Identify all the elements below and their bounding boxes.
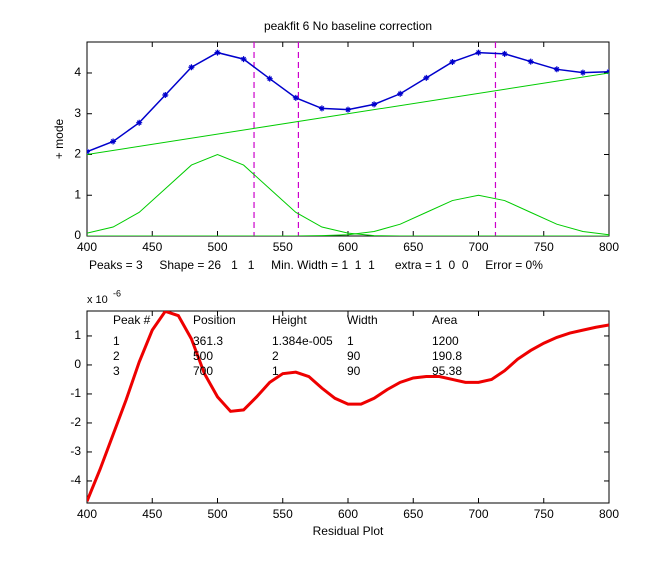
data-point (423, 74, 430, 81)
x-tick-label: 450 (142, 240, 162, 254)
fit-summary: Peaks = 3 Shape = 26 1 1 Min. Width = 1 … (89, 258, 543, 272)
data-point (214, 49, 221, 56)
x-tick-label: 400 (77, 507, 97, 521)
table-header: Height (272, 313, 307, 327)
data-point (240, 56, 247, 63)
table-cell: 361.3 (193, 334, 223, 348)
y-tick-label: 1 (74, 328, 81, 342)
plot-area (86, 41, 610, 237)
y-tick-label: -2 (70, 415, 81, 429)
y-tick-label: 1 (74, 187, 81, 201)
data-point (266, 75, 273, 82)
data-point (449, 58, 456, 65)
plot-area (86, 310, 610, 504)
data-point (110, 138, 117, 145)
table-cell: 1 (113, 334, 120, 348)
table-cell: 500 (193, 349, 213, 363)
table-cell: 95.38 (432, 364, 462, 378)
table-header: Width (347, 313, 378, 327)
y-tick-label: 3 (74, 106, 81, 120)
y-tick-label: 0 (74, 357, 81, 371)
table-cell: 90 (347, 349, 361, 363)
x-tick-label: 600 (338, 240, 358, 254)
data-point (318, 105, 325, 112)
y-axis-label: + mode (52, 118, 66, 159)
y-tick-label: -3 (70, 444, 81, 458)
plot-layer (87, 42, 609, 236)
y-tick-label: -1 (70, 386, 81, 400)
series-line (87, 194, 609, 236)
data-point (136, 119, 143, 126)
table-header: Position (193, 313, 236, 327)
x-tick-label: 800 (599, 240, 619, 254)
table-cell: 1.384e-005 (272, 334, 333, 348)
data-point (397, 90, 404, 97)
y-tick-label: -4 (70, 473, 81, 487)
data-point (579, 69, 586, 76)
data-point (188, 64, 195, 71)
x-tick-label: 550 (273, 507, 293, 521)
x-tick-label: 650 (403, 507, 423, 521)
data-point (475, 49, 482, 56)
data-point (527, 58, 534, 65)
data-point (371, 101, 378, 108)
x-tick-label: 800 (599, 507, 619, 521)
x-tick-label: 500 (207, 240, 227, 254)
table-cell: 90 (347, 364, 361, 378)
table-cell: 2 (272, 349, 279, 363)
x-tick-label: 450 (142, 507, 162, 521)
x-tick-label: 600 (338, 507, 358, 521)
x-tick-label: 400 (77, 240, 97, 254)
table-header: Peak # (113, 313, 151, 327)
y-tick-label: 4 (74, 65, 81, 79)
data-point (501, 50, 508, 57)
series-line (87, 311, 609, 502)
x-tick-label: 750 (534, 507, 554, 521)
x-tick-label: 650 (403, 240, 423, 254)
chart-title: peakfit 6 No baseline correction (264, 19, 432, 33)
x-tick-label: 700 (468, 240, 488, 254)
table-cell: 700 (193, 364, 213, 378)
x-tick-label: 700 (468, 507, 488, 521)
data-point (345, 106, 351, 113)
x-tick-label: 500 (207, 507, 227, 521)
data-point (292, 94, 299, 101)
series-line (87, 72, 609, 155)
series-line (87, 153, 609, 236)
table-cell: 190.8 (432, 349, 462, 363)
table-cell: 1 (272, 364, 279, 378)
table-cell: 3 (113, 364, 120, 378)
table-cell: 1200 (432, 334, 459, 348)
y-tick-label: 0 (74, 228, 81, 242)
y-scale-base: x 10 (87, 294, 108, 306)
x-tick-label: 550 (273, 240, 293, 254)
data-point (162, 91, 169, 98)
table-cell: 1 (347, 334, 354, 348)
y-scale-exponent: -6 (113, 288, 121, 298)
x-axis-label: Residual Plot (313, 524, 384, 538)
data-point (553, 66, 560, 73)
table-header: Area (432, 313, 458, 327)
x-tick-label: 750 (534, 240, 554, 254)
table-cell: 2 (113, 349, 120, 363)
y-tick-label: 2 (74, 147, 81, 161)
plot-layer (87, 311, 609, 502)
